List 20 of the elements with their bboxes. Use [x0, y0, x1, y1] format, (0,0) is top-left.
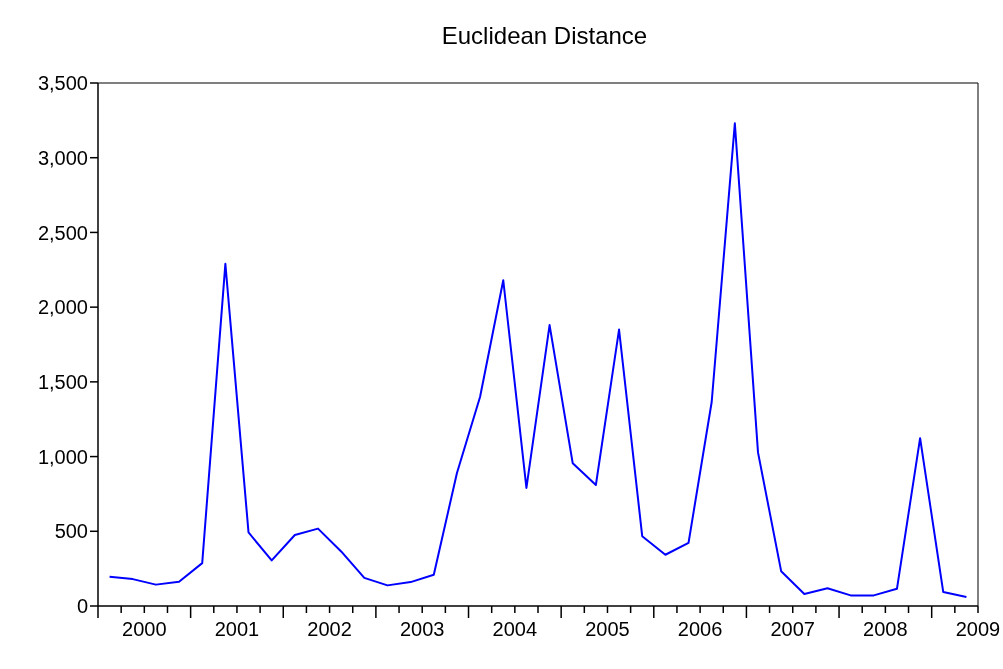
x-tick-label: 2006	[677, 618, 723, 640]
x-tick-label: 2004	[492, 618, 538, 640]
y-tick-label: 3,000	[37, 146, 88, 169]
x-tick-label: 2008	[863, 618, 908, 640]
chart-title: Euclidean Distance	[440, 21, 649, 51]
y-tick-label: 1,000	[37, 445, 88, 468]
x-tick-label: 2000	[122, 618, 167, 640]
x-tick-label: 2002	[307, 618, 352, 640]
y-tick-label: 0	[76, 595, 88, 618]
y-tick-label: 2,000	[37, 296, 88, 319]
y-tick-label: 1,500	[37, 370, 88, 393]
x-tick-label: 2005	[585, 618, 630, 640]
x-tick-label: 2009	[955, 618, 1001, 640]
x-tick-label: 2001	[214, 618, 260, 640]
y-tick-label: 3,500	[37, 72, 88, 95]
y-tick-label: 500	[54, 520, 88, 543]
x-tick-label: 2007	[770, 618, 815, 640]
line-series	[108, 122, 968, 599]
y-tick-label: 2,500	[37, 221, 88, 244]
x-tick-label: 2003	[399, 618, 445, 640]
